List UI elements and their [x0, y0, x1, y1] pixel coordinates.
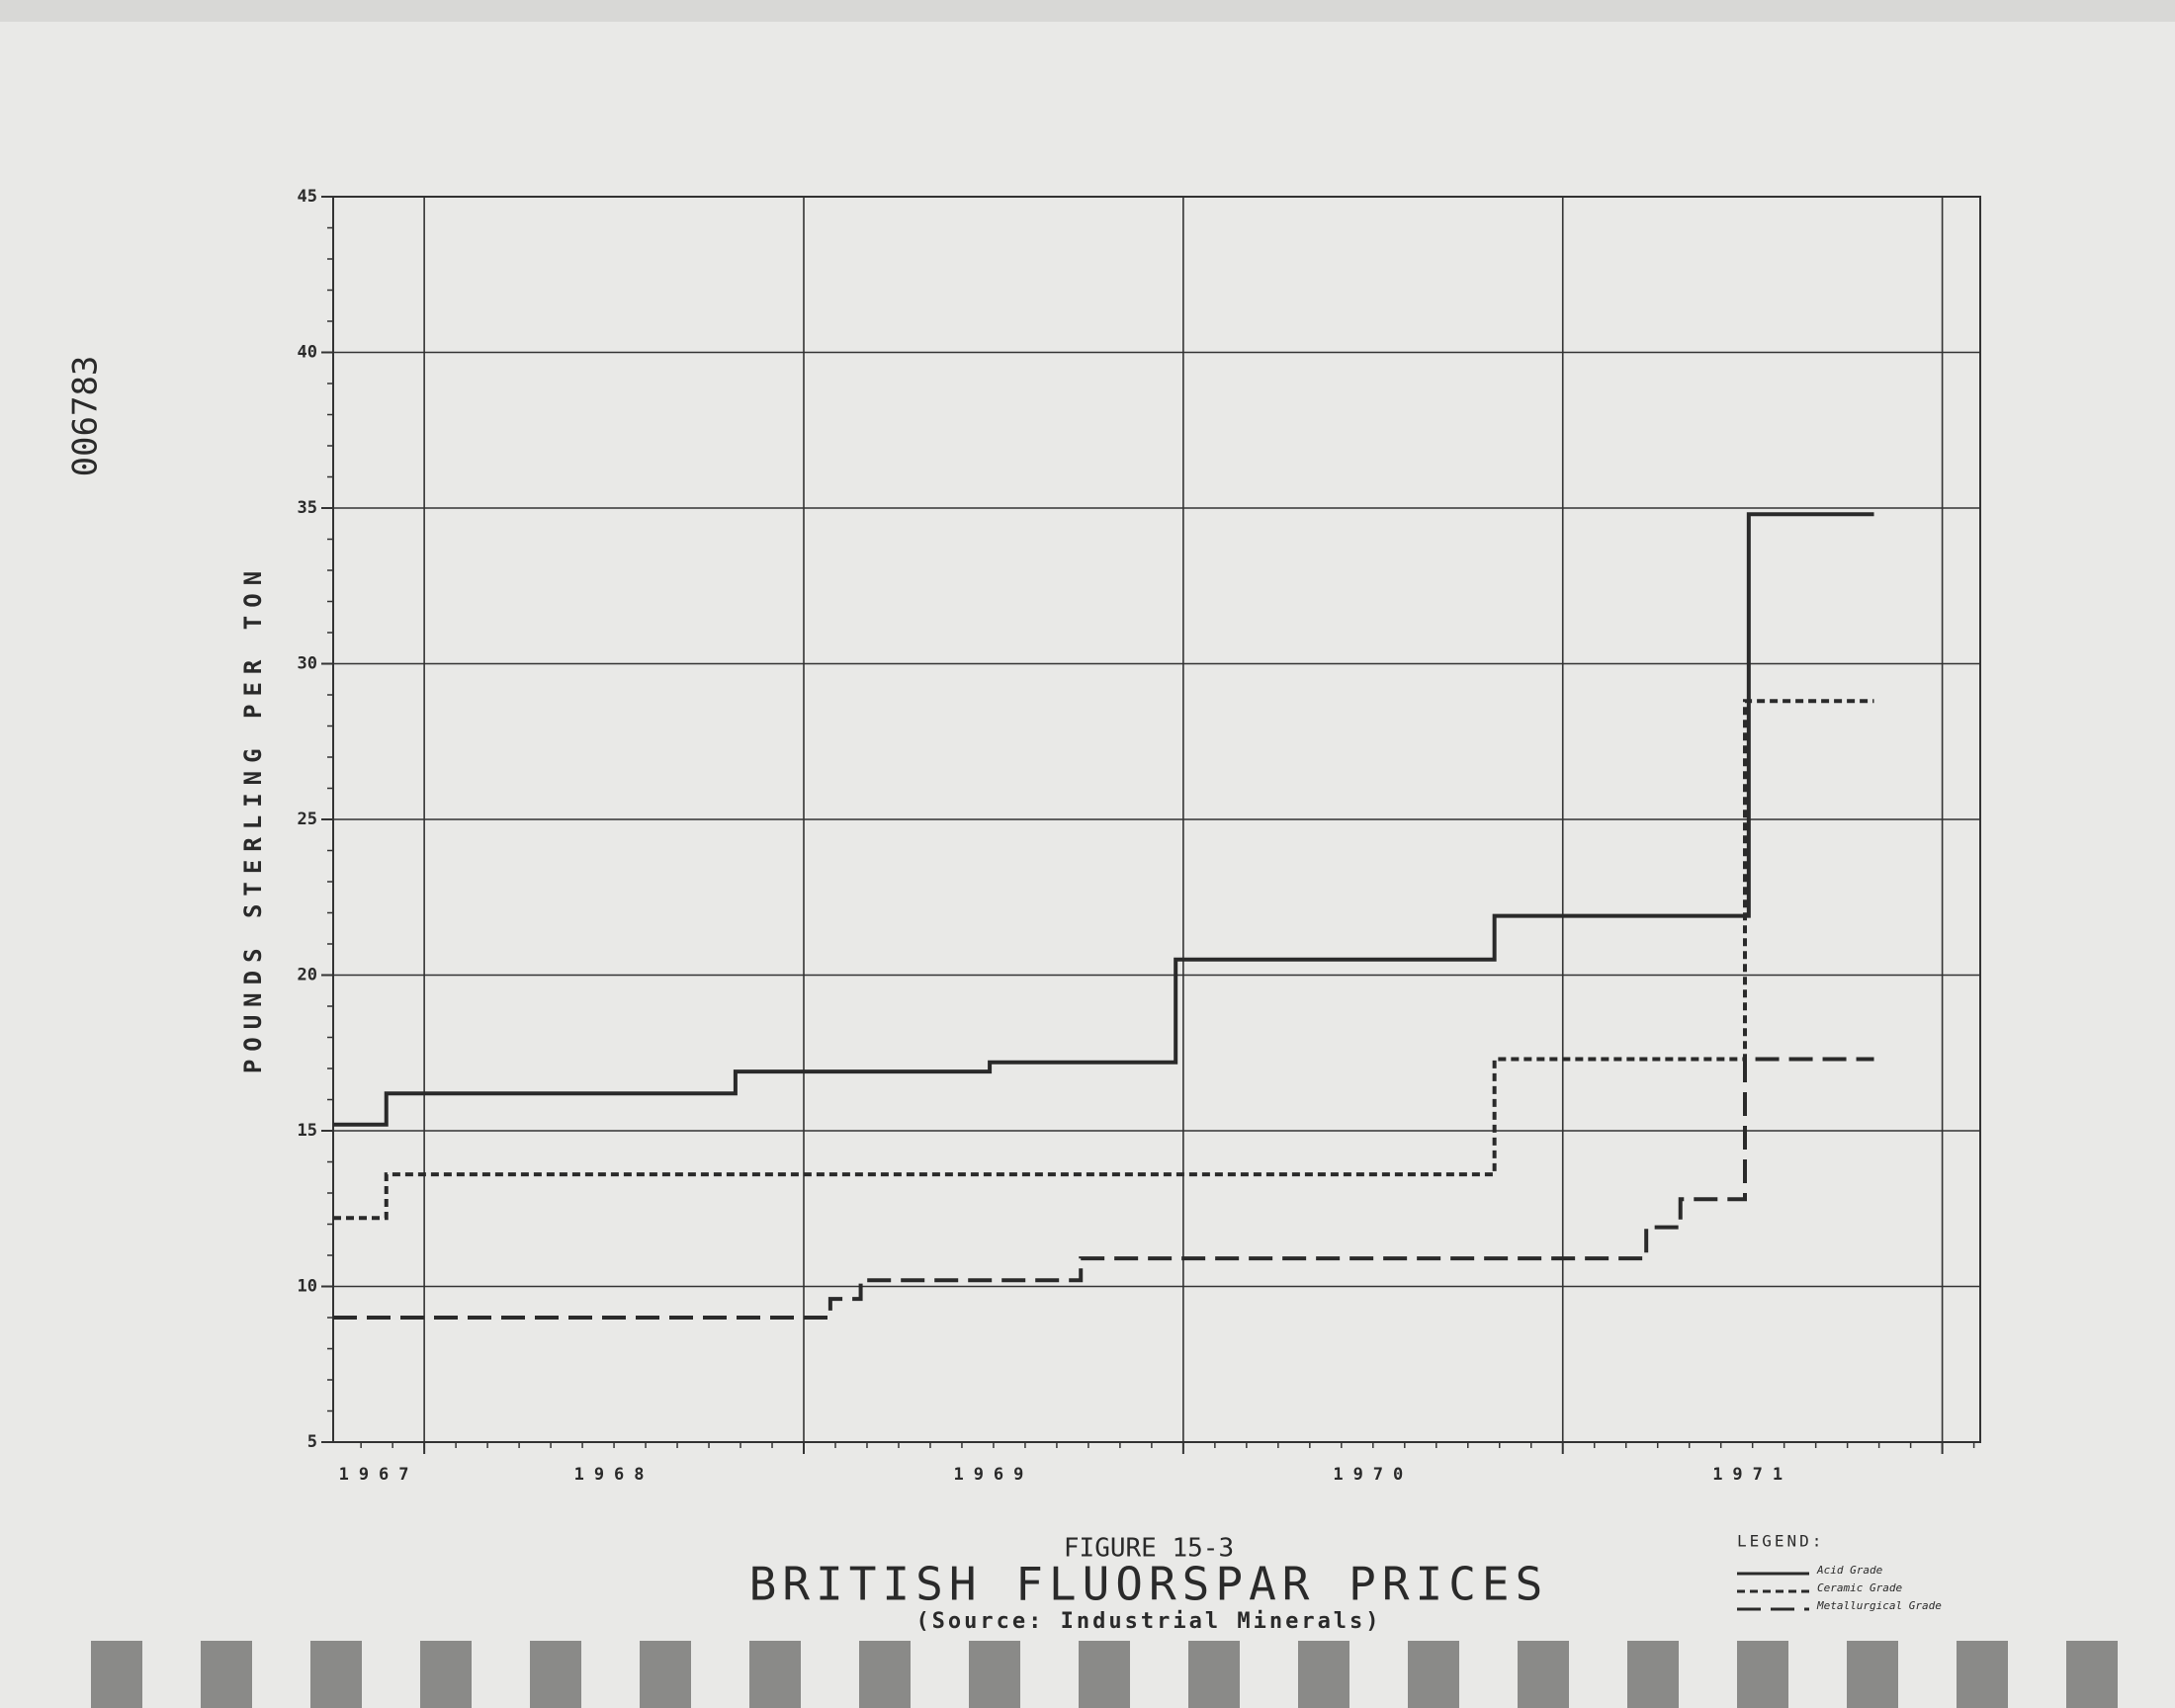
binding-hole: [1188, 1641, 1240, 1708]
x-tick-label: 1971: [1712, 1465, 1792, 1485]
legend-label: Ceramic Grade: [1817, 1581, 1902, 1594]
binding-hole: [530, 1641, 581, 1708]
binding-hole: [1408, 1641, 1459, 1708]
legend-label: Acid Grade: [1816, 1564, 1883, 1577]
binding-hole: [1298, 1641, 1349, 1708]
binding-hole: [420, 1641, 472, 1708]
binding-hole: [201, 1641, 252, 1708]
legend-label: Metallurgical Grade: [1816, 1599, 1942, 1612]
binding-hole: [749, 1641, 801, 1708]
binding-hole: [1079, 1641, 1130, 1708]
step-line: [333, 512, 1874, 1127]
binding-holes: [91, 1641, 2118, 1708]
y-tick-label: 40: [298, 343, 317, 363]
binding-hole: [640, 1641, 691, 1708]
x-tick-label: 1969: [953, 1465, 1033, 1485]
step-line: [333, 699, 1874, 1221]
chart-title: BRITISH FLUORSPAR PRICES: [749, 1558, 1549, 1611]
binding-hole: [310, 1641, 362, 1708]
step-line: [333, 1057, 1874, 1320]
binding-hole: [1737, 1641, 1788, 1708]
y-tick-label: 15: [298, 1121, 317, 1141]
y-tick-label: 5: [307, 1432, 317, 1452]
binding-hole: [1847, 1641, 1898, 1708]
x-tick-label: 1967: [339, 1465, 419, 1485]
stamp: 006783: [66, 356, 106, 477]
binding-hole: [1957, 1641, 2008, 1708]
x-tick-label: 1968: [574, 1465, 654, 1485]
y-tick-label: 30: [298, 654, 317, 674]
x-tick-label: 1970: [1333, 1465, 1413, 1485]
binding-hole: [1518, 1641, 1569, 1708]
y-tick-label: 10: [298, 1277, 317, 1297]
top-edge: [0, 0, 2175, 22]
y-tick-label: 35: [298, 498, 317, 518]
y-tick-label: 20: [298, 966, 317, 985]
binding-hole: [1627, 1641, 1679, 1708]
y-axis-label: POUNDS STERLING PER TON: [239, 563, 267, 1073]
binding-hole: [91, 1641, 142, 1708]
chart-subtitle: (Source: Industrial Minerals): [915, 1609, 1381, 1634]
binding-hole: [859, 1641, 911, 1708]
figure-label: FIGURE 15-3: [1064, 1534, 1234, 1564]
binding-hole: [969, 1641, 1020, 1708]
y-tick-label: 25: [298, 810, 317, 829]
y-tick-label: 45: [298, 187, 317, 207]
binding-hole: [2066, 1641, 2118, 1708]
legend-title: LEGEND:: [1737, 1532, 1824, 1551]
